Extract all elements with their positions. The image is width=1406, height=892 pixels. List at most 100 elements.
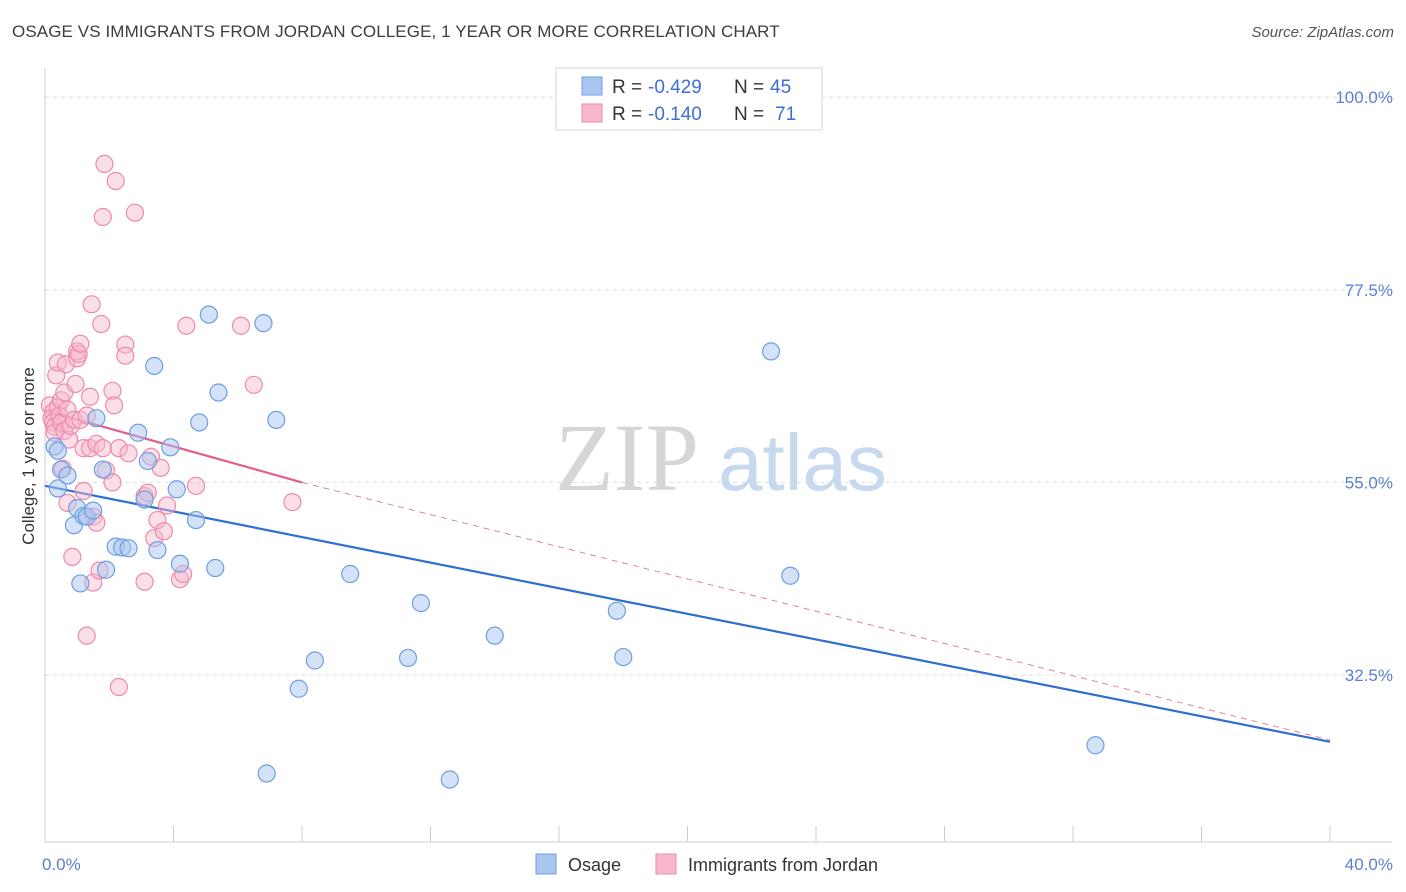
point-osage-36 (398, 648, 418, 668)
chart-title: OSAGE VS IMMIGRANTS FROM JORDAN COLLEGE,… (12, 22, 780, 41)
point-jordan-50 (109, 677, 128, 697)
point-jordan-60 (148, 510, 167, 530)
trend-line-jordan-extension (301, 481, 1331, 741)
bottom-legend-label-osage: Osage (568, 855, 621, 875)
point-osage-28 (206, 558, 225, 578)
point-jordan-62 (154, 522, 173, 541)
y-tick-labels: 32.5% 55.0% 77.5% 100.0% (1335, 88, 1393, 685)
point-osage-39 (485, 626, 504, 645)
point-jordan-43 (95, 154, 114, 174)
point-osage-4 (58, 466, 77, 485)
legend-n-value-osage: 45 (770, 77, 791, 98)
point-jordan-20 (63, 547, 82, 566)
bottom-legend-swatch-jordan (655, 853, 677, 875)
point-osage-24 (170, 554, 190, 573)
point-jordan-41 (93, 439, 112, 458)
bottom-legend-swatch-osage (535, 853, 557, 875)
point-osage-31 (254, 314, 273, 333)
watermark-zip: ZIP (555, 404, 699, 511)
point-jordan-26 (71, 334, 90, 353)
point-jordan-66 (177, 316, 196, 335)
point-osage-18 (135, 490, 154, 509)
point-jordan-68 (231, 316, 251, 335)
point-osage-42 (761, 342, 781, 361)
point-osage-7 (71, 574, 90, 593)
point-jordan-46 (103, 381, 122, 400)
y-tick-label-1: 55.0% (1345, 473, 1393, 492)
legend-n-label-osage: N = (734, 77, 764, 98)
legend-r-value-osage: -0.429 (648, 77, 702, 98)
point-osage-34 (305, 651, 324, 670)
point-osage-35 (341, 564, 360, 584)
x-tick-label-1: 40.0% (1345, 855, 1393, 874)
legend-swatch-jordan (581, 103, 603, 123)
point-jordan-49 (109, 439, 128, 458)
point-osage-22 (161, 438, 180, 457)
point-osage-30 (257, 764, 276, 783)
axes (44, 68, 1392, 843)
point-jordan-63 (157, 496, 177, 515)
point-osage-2 (48, 479, 67, 498)
point-osage-44 (1086, 736, 1105, 755)
point-osage-1 (48, 441, 67, 460)
series-immigrants-from-jordan (40, 154, 302, 697)
point-osage-19 (138, 451, 157, 471)
point-jordan-48 (106, 171, 125, 191)
y-tick-label-3: 100.0% (1335, 88, 1393, 107)
point-jordan-31 (77, 626, 96, 645)
point-osage-10 (84, 501, 103, 520)
point-osage-41 (614, 647, 633, 667)
point-osage-26 (190, 413, 209, 432)
point-jordan-67 (186, 476, 206, 495)
point-osage-17 (129, 423, 148, 442)
point-jordan-15 (56, 355, 75, 374)
bottom-legend-label-jordan: Immigrants from Jordan (688, 855, 878, 875)
y-axis-title: College, 1 year or more (19, 367, 38, 545)
point-osage-21 (148, 540, 167, 560)
point-osage-12 (93, 460, 112, 479)
legend-r-label-jordan: R = (612, 104, 642, 125)
y-tick-label-2: 77.5% (1345, 281, 1393, 300)
point-jordan-69 (244, 375, 263, 394)
legend-n-value-jordan: 71 (775, 104, 796, 125)
legend-r-label-osage: R = (612, 77, 642, 98)
point-jordan-52 (116, 346, 135, 365)
legend-r-value-jordan: -0.140 (648, 104, 702, 125)
y-tick-label-0: 32.5% (1345, 666, 1393, 685)
point-jordan-22 (66, 374, 85, 394)
bottom-legend: Osage Immigrants from Jordan (535, 853, 878, 875)
point-osage-27 (199, 305, 218, 324)
point-jordan-70 (283, 492, 302, 512)
watermark-atlas: atlas (718, 418, 887, 507)
point-osage-23 (167, 480, 186, 499)
trend-line-osage (44, 484, 1331, 743)
point-osage-37 (411, 594, 430, 613)
x-tick-label-0: 0.0% (42, 855, 81, 874)
point-osage-32 (267, 410, 286, 430)
point-jordan-45 (103, 473, 122, 492)
point-jordan-40 (92, 314, 111, 334)
point-jordan-33 (80, 387, 100, 406)
point-jordan-29 (74, 481, 93, 501)
watermark: ZIP atlas (555, 404, 887, 511)
point-osage-25 (186, 510, 206, 530)
legend-swatch-osage (581, 76, 603, 96)
point-osage-29 (209, 383, 228, 402)
point-jordan-53 (119, 444, 138, 463)
point-osage-43 (781, 566, 800, 585)
point-osage-20 (145, 356, 164, 376)
chart-source: Source: ZipAtlas.com (1251, 24, 1394, 41)
point-jordan-55 (135, 572, 154, 591)
point-osage-13 (96, 560, 116, 579)
point-jordan-42 (93, 207, 112, 227)
point-osage-38 (440, 770, 459, 789)
point-jordan-47 (104, 396, 124, 415)
gridlines (45, 96, 1392, 676)
series-osage (45, 305, 1105, 789)
x-tick-labels: 0.0% 40.0% (42, 855, 1393, 874)
point-osage-40 (607, 601, 626, 620)
point-jordan-54 (125, 203, 145, 222)
point-osage-16 (119, 539, 138, 558)
point-osage-11 (87, 409, 106, 428)
